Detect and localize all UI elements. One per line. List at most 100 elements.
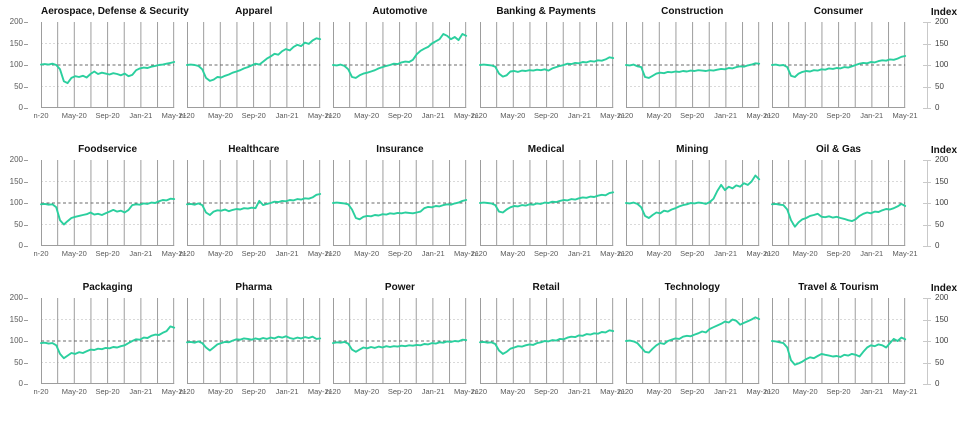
chart-plot-area <box>41 160 174 246</box>
chart-plot-area <box>333 22 466 108</box>
y-axis-tick <box>24 362 28 364</box>
right-axis-tick-label: 200 <box>935 155 949 164</box>
y-axis-tick <box>24 341 28 342</box>
chart-title: Mining <box>676 144 709 155</box>
x-tick-label: May-20 <box>792 249 818 258</box>
x-tick-label: May-21 <box>161 249 187 258</box>
x-tick-label: Jan-21 <box>275 111 299 120</box>
x-tick-label: May-20 <box>646 111 672 120</box>
x-axis: n-20 May-20 Sep-20 Jan-21 May-21 <box>472 384 625 397</box>
y-axis-tick-label: 200 <box>9 155 23 164</box>
x-tick-label: May-20 <box>207 111 233 120</box>
x-tick-label: May-21 <box>746 387 772 396</box>
line-chart <box>187 160 320 246</box>
chart-title: Retail <box>532 282 560 293</box>
x-tick-label: n-20 <box>472 111 488 120</box>
right-axis-tick-label: 50 <box>935 219 944 229</box>
right-axis-tick <box>923 86 932 88</box>
x-axis: n-20 May-20 Sep-20 Jan-21 May-21 <box>618 108 771 121</box>
right-axis-tick-label: 150 <box>935 176 949 186</box>
x-tick-label: Sep-20 <box>241 387 266 396</box>
line-chart <box>480 160 613 246</box>
chart-cell: Pharma n-20 May-20 Sep-20 Jan-21 May-21 <box>180 280 333 397</box>
line-chart <box>333 22 466 108</box>
chart-title: Apparel <box>235 6 273 17</box>
y-axis-tick-label: 0 <box>18 379 23 388</box>
x-tick-label: May-20 <box>500 387 526 396</box>
chart-cell: Automotive n-20 May-20 Sep-20 Jan-21 May-21 <box>326 4 479 121</box>
x-tick-label: n-20 <box>472 387 488 396</box>
series-line <box>187 38 320 81</box>
y-axis-tick-label: 100 <box>9 60 23 69</box>
x-tick-label: May-20 <box>792 387 818 396</box>
x-axis: n-20 May-20 Sep-20 Jan-21 May-21 <box>180 108 333 121</box>
right-axis-tick <box>923 65 932 66</box>
y-axis-tick <box>24 86 28 88</box>
chart-cell: Medical n-20 May-20 Sep-20 Jan-21 May-21 <box>472 142 625 259</box>
y-axis-tick-label: 200 <box>9 17 23 26</box>
chart-cell: Retail n-20 May-20 Sep-20 Jan-21 May-21 <box>472 280 625 397</box>
x-tick-label: n-20 <box>33 387 49 396</box>
chart-cell: Construction n-20 May-20 Sep-20 Jan-21 May-21 <box>618 4 771 121</box>
y-axis-right: Index 200 150 100 50 0 <box>918 145 958 250</box>
x-tick-label: Sep-20 <box>534 111 559 120</box>
y-axis-tick <box>24 43 28 45</box>
x-tick-label: Sep-20 <box>387 111 413 120</box>
x-axis: n-20 May-20 Sep-20 Jan-21 May-21 <box>472 246 625 259</box>
right-axis-tick-label: 200 <box>935 293 949 302</box>
chart-title: Aerospace, Defense & Security <box>41 6 189 17</box>
y-axis-tick-label: 150 <box>9 314 23 324</box>
right-axis-tick <box>923 362 932 364</box>
x-tick-label: Sep-20 <box>826 249 851 258</box>
x-tick-label: Jan-21 <box>714 111 738 120</box>
right-axis-tick-label: 200 <box>935 17 949 26</box>
chart-cell: Aerospace, Defense & Security n-20 May-20 S… <box>33 4 189 121</box>
right-axis-tick <box>923 319 932 321</box>
x-tick-label: n-20 <box>764 111 780 120</box>
x-tick-label: May-21 <box>746 111 772 120</box>
x-tick-label: Sep-20 <box>680 249 705 258</box>
y-axis-tick <box>24 22 28 23</box>
x-tick-label: Sep-20 <box>387 387 413 396</box>
chart-plot-area <box>480 298 613 384</box>
x-tick-label: n-20 <box>325 249 341 258</box>
y-axis-left: 200 150 100 50 0 <box>2 294 28 388</box>
x-axis: n-20 May-20 Sep-20 Jan-21 May-21 <box>618 246 771 259</box>
chart-cell: Banking & Payments n-20 May-20 Sep-20 Jan-21… <box>472 4 625 121</box>
right-axis-title: Index <box>930 283 958 294</box>
chart-plot-area <box>480 22 613 108</box>
right-axis-tick-label: 50 <box>935 357 944 367</box>
right-axis-tick-label: 100 <box>935 198 949 207</box>
x-tick-label: Sep-20 <box>95 249 120 258</box>
x-axis: n-20 May-20 Sep-20 Jan-21 May-21 <box>764 246 917 259</box>
line-chart <box>480 298 613 384</box>
x-tick-label: May-20 <box>207 387 233 396</box>
line-chart <box>626 298 759 384</box>
right-axis-tick-label: 150 <box>935 38 949 48</box>
right-axis-title: Index <box>930 145 958 156</box>
chart-plot-area <box>626 22 759 108</box>
right-axis-tick <box>923 160 932 161</box>
chart-plot-area <box>772 298 905 384</box>
chart-title: Construction <box>661 6 724 17</box>
chart-cell: Technology n-20 May-20 Sep-20 Jan-21 May-21 <box>618 280 771 397</box>
x-tick-label: n-20 <box>325 387 341 396</box>
chart-cell: Packaging n-20 May-20 Sep-20 Jan-21 May-21 <box>33 280 186 397</box>
line-chart <box>41 298 174 384</box>
y-axis-tick <box>24 224 28 226</box>
x-tick-label: May-21 <box>892 387 918 396</box>
chart-plot-area <box>41 22 174 108</box>
chart-plot-area <box>772 22 905 108</box>
x-tick-label: May-21 <box>454 111 480 120</box>
x-axis: n-20 May-20 Sep-20 Jan-21 May-21 <box>326 108 479 121</box>
x-tick-label: Sep-20 <box>95 111 120 120</box>
x-tick-label: Sep-20 <box>680 111 705 120</box>
y-axis-tick-label: 0 <box>18 103 23 112</box>
chart-plot-area <box>333 298 466 384</box>
chart-title: Consumer <box>813 6 864 17</box>
x-axis: n-20 May-20 Sep-20 Jan-21 May-21 <box>33 246 186 259</box>
chart-title: Travel & Tourism <box>798 282 879 293</box>
x-tick-label: Jan-21 <box>860 249 884 258</box>
y-axis-tick <box>24 203 28 204</box>
y-axis-tick-label: 150 <box>9 38 23 48</box>
